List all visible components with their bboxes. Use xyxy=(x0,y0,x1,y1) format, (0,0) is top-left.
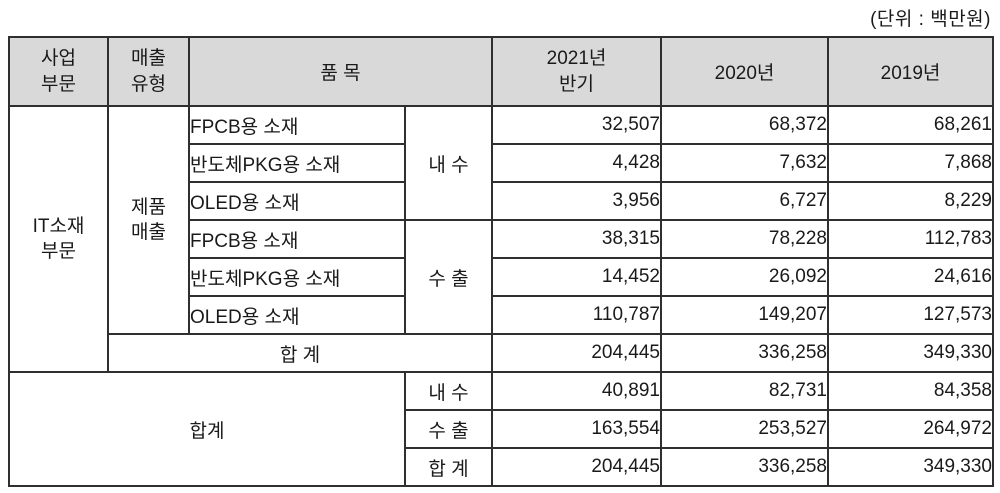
cell-subtotal-label: 합 계 xyxy=(107,333,493,373)
cell-division-it: IT소재 부문 xyxy=(8,105,109,373)
cell-value-2020: 68,372 xyxy=(660,105,829,145)
sales-breakdown-table: 사업 부문 매출 유형 품 목 2021년 반기 2020년 2019년 IT소… xyxy=(8,36,994,487)
cell-value-2019: 84,358 xyxy=(827,371,994,411)
cell-value-2021h: 14,452 xyxy=(491,257,662,297)
table-row: FPCB용 소재 수 출 38,315 78,228 112,783 xyxy=(9,219,994,335)
cell-value-2021h: 40,891 xyxy=(491,371,662,411)
cell-value-2021h: 204,445 xyxy=(491,447,662,487)
table-row: IT소재 부문 제품 매출 FPCB용 소재 내 수 32,507 68,372… xyxy=(8,105,994,373)
cell-channel-export: 수 출 xyxy=(404,409,493,449)
total-row: 수 출 163,554 253,527 264,972 xyxy=(9,409,994,449)
table-header: 사업 부문 매출 유형 품 목 2021년 반기 2020년 2019년 xyxy=(8,36,994,107)
total-row: 합계 내 수 40,891 82,731 84,358 xyxy=(8,371,994,487)
table-row: OLED용 소재 3,956 6,727 8,229 xyxy=(9,181,994,221)
cell-item: OLED용 소재 xyxy=(188,181,406,221)
cell-channel-total: 합 계 xyxy=(404,447,493,487)
cell-value-2019: 68,261 xyxy=(827,105,994,145)
header-2020: 2020년 xyxy=(660,36,829,107)
cell-channel-domestic: 내 수 xyxy=(404,105,493,221)
table-body: IT소재 부문 제품 매출 FPCB용 소재 내 수 32,507 68,372… xyxy=(8,105,994,487)
cell-item: 반도체PKG용 소재 xyxy=(188,143,406,183)
cell-total-label: 합계 xyxy=(8,371,406,487)
cell-value-2019: 349,330 xyxy=(827,333,994,373)
cell-value-2020: 82,731 xyxy=(660,371,829,411)
unit-label: (단위 : 백만원) xyxy=(870,9,991,30)
cell-value-2021h: 3,956 xyxy=(491,181,662,221)
table-row: OLED용 소재 110,787 149,207 127,573 xyxy=(9,295,994,335)
header-sales-type: 매출 유형 xyxy=(107,36,190,107)
cell-value-2020: 26,092 xyxy=(660,257,829,297)
header-row: 사업 부문 매출 유형 품 목 2021년 반기 2020년 2019년 xyxy=(8,36,994,107)
cell-value-2020: 78,228 xyxy=(660,219,829,259)
subtotal-row: 합 계 204,445 336,258 349,330 xyxy=(9,333,994,373)
cell-value-2019: 24,616 xyxy=(827,257,994,297)
header-business-division: 사업 부문 xyxy=(8,36,109,107)
cell-item: OLED용 소재 xyxy=(188,295,406,335)
cell-value-2020: 149,207 xyxy=(660,295,829,335)
header-2021-half: 2021년 반기 xyxy=(491,36,662,107)
cell-value-2020: 7,632 xyxy=(660,143,829,183)
cell-item: FPCB용 소재 xyxy=(188,105,406,145)
cell-value-2021h: 4,428 xyxy=(491,143,662,183)
table-row: 반도체PKG용 소재 4,428 7,632 7,868 xyxy=(9,143,994,183)
cell-value-2020: 336,258 xyxy=(660,333,829,373)
cell-value-2019: 112,783 xyxy=(827,219,994,259)
header-2019: 2019년 xyxy=(827,36,994,107)
cell-channel-domestic: 내 수 xyxy=(404,371,493,411)
cell-item: FPCB용 소재 xyxy=(188,219,406,259)
cell-item: 반도체PKG용 소재 xyxy=(188,257,406,297)
cell-value-2021h: 163,554 xyxy=(491,409,662,449)
cell-value-2019: 7,868 xyxy=(827,143,994,183)
cell-value-2021h: 32,507 xyxy=(491,105,662,145)
cell-value-2019: 8,229 xyxy=(827,181,994,221)
cell-value-2019: 264,972 xyxy=(827,409,994,449)
cell-value-2019: 349,330 xyxy=(827,447,994,487)
cell-value-2021h: 38,315 xyxy=(491,219,662,259)
table-row: 반도체PKG용 소재 14,452 26,092 24,616 xyxy=(9,257,994,297)
total-row: 합 계 204,445 336,258 349,330 xyxy=(9,447,994,487)
cell-value-2020: 336,258 xyxy=(660,447,829,487)
header-item: 품 목 xyxy=(188,36,493,107)
cell-value-2021h: 110,787 xyxy=(491,295,662,335)
cell-value-2020: 6,727 xyxy=(660,181,829,221)
cell-channel-export: 수 출 xyxy=(404,219,493,335)
cell-value-2021h: 204,445 xyxy=(491,333,662,373)
cell-value-2019: 127,573 xyxy=(827,295,994,335)
cell-sales-type-product: 제품 매출 xyxy=(107,105,190,335)
cell-value-2020: 253,527 xyxy=(660,409,829,449)
